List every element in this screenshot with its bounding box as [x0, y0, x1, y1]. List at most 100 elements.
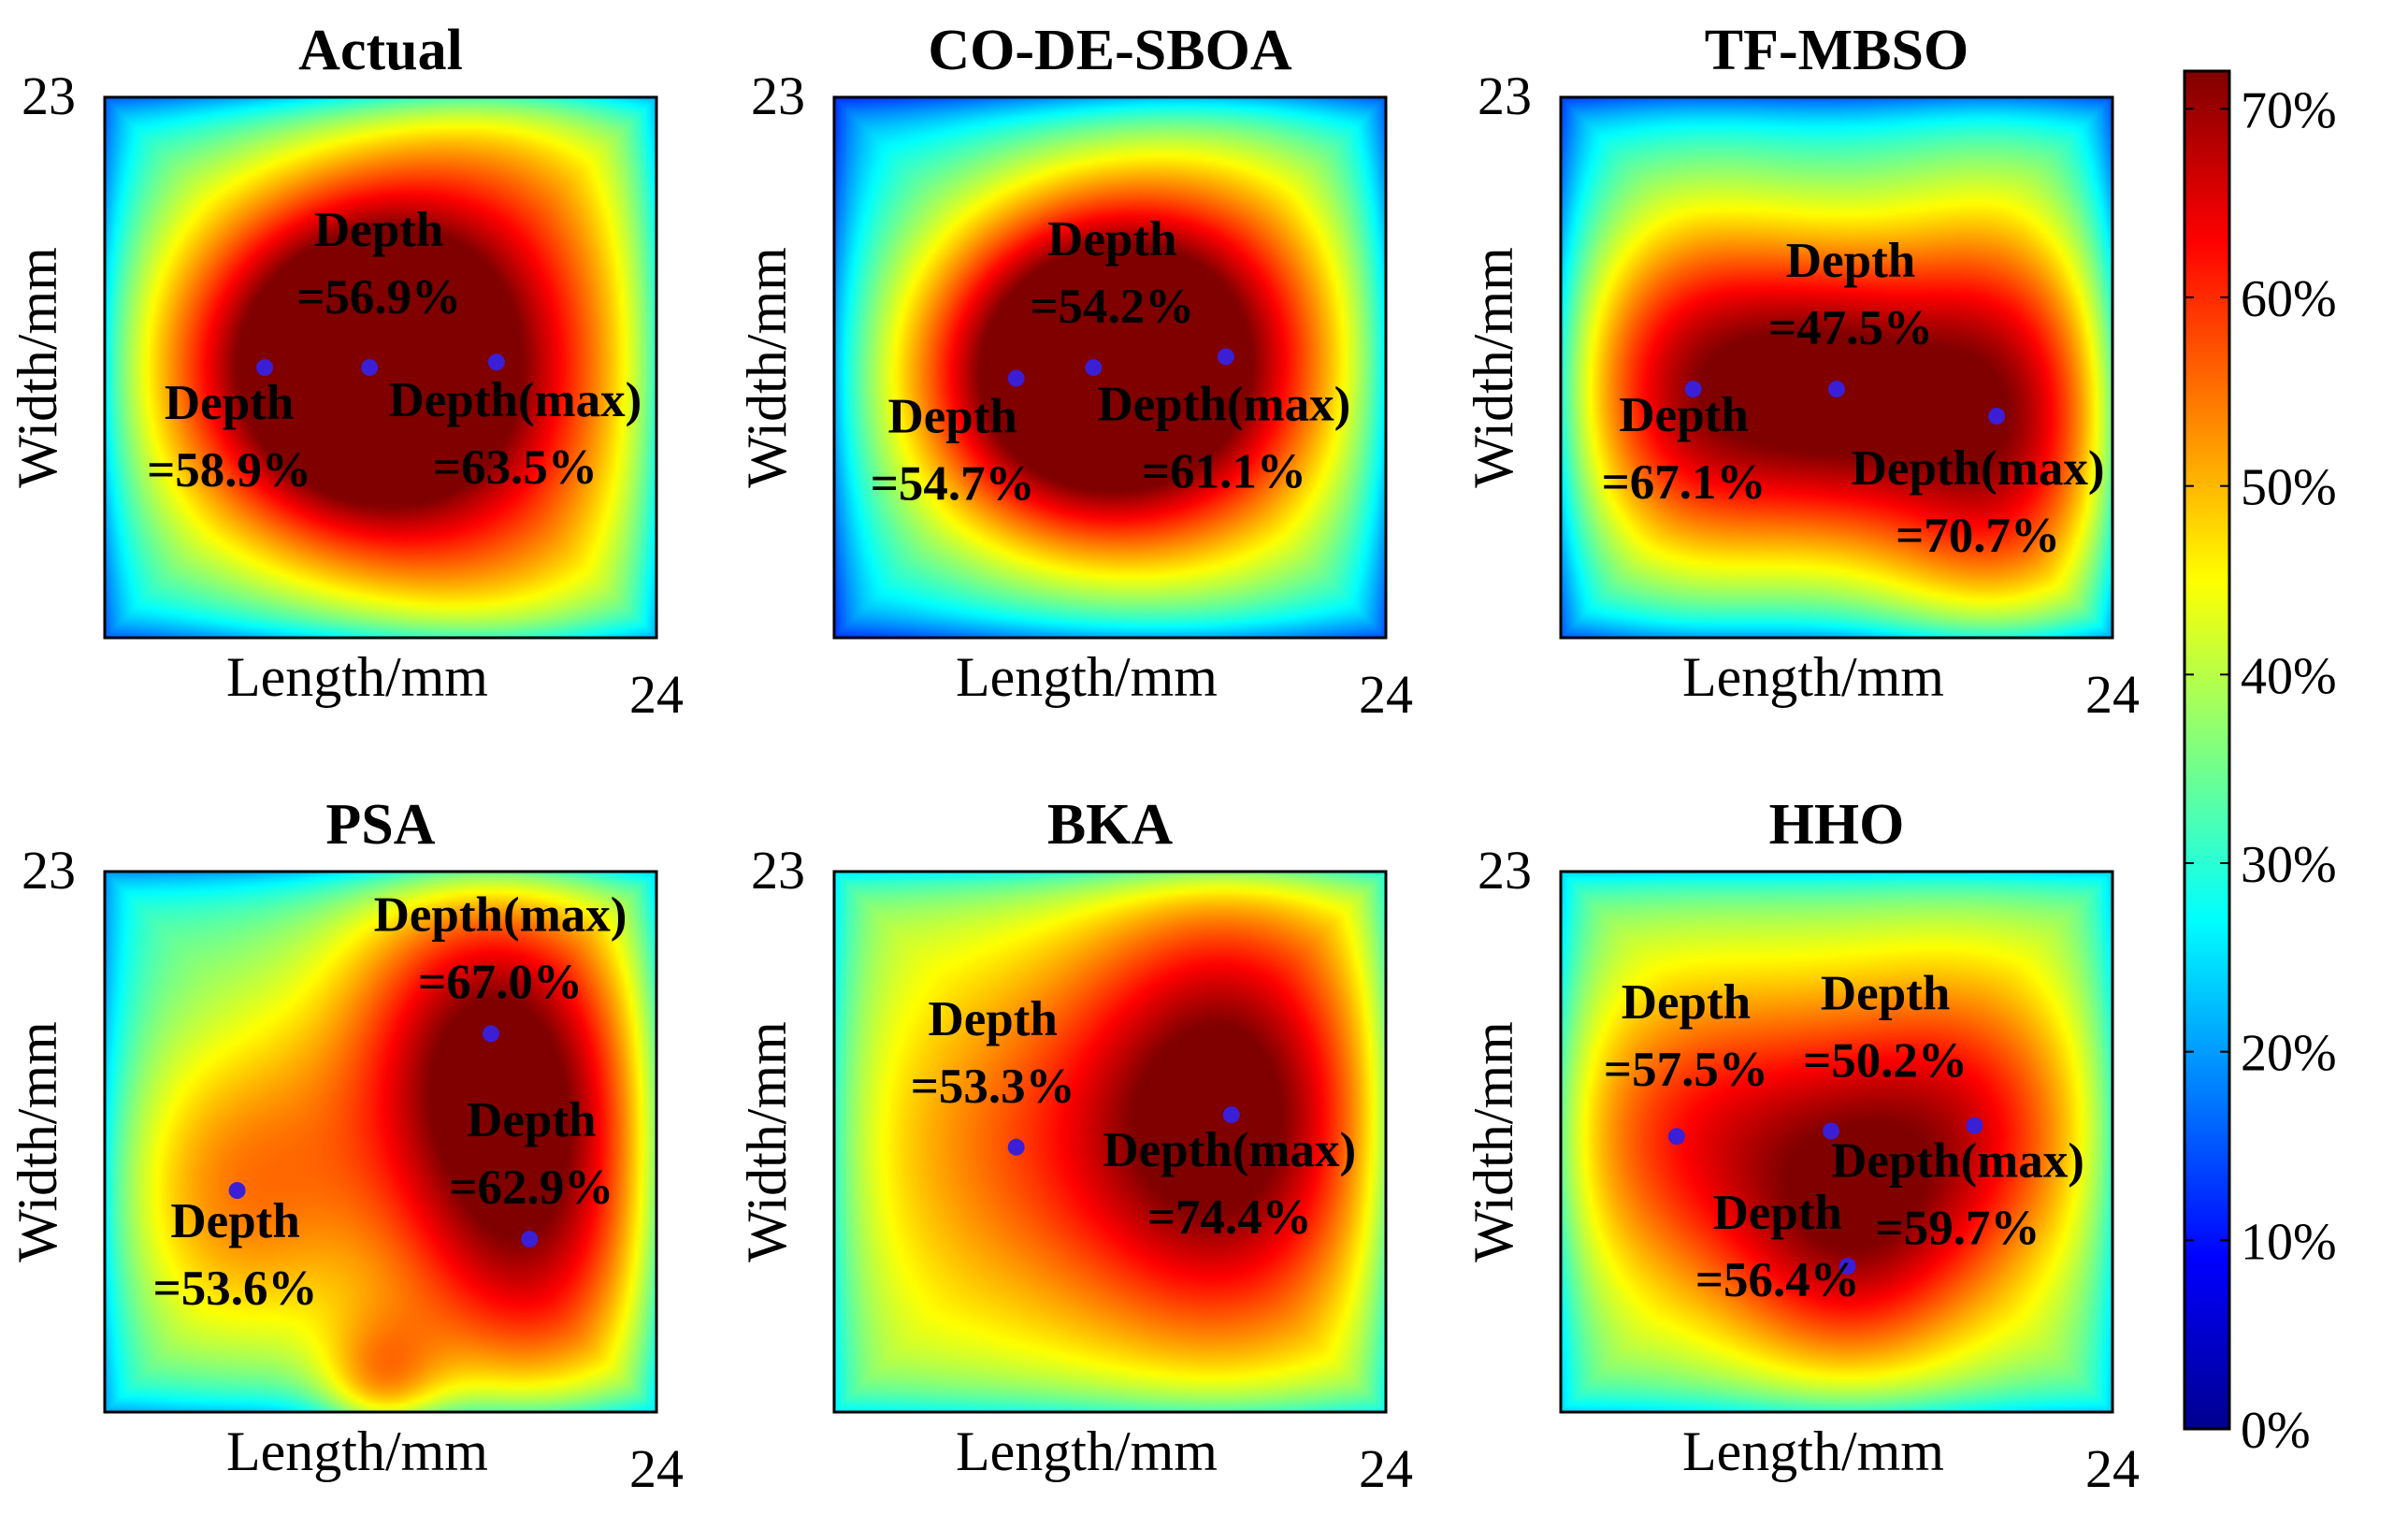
panel-title: TF-MBSO: [1705, 19, 1968, 82]
y-tick-label: 23: [751, 65, 805, 126]
depth-marker: [1828, 381, 1845, 398]
panel-4: PSA 23 24 Length/mm Width/mm Depth =53.6% Depth…: [7, 793, 684, 1499]
x-axis-label: Length/mm: [226, 646, 488, 708]
depth-marker: [1217, 348, 1234, 366]
heatmap-field: [1561, 97, 2112, 638]
heatmap-field: [1561, 872, 2112, 1412]
plot-frame: [1559, 870, 2114, 1414]
x-axis-label: Length/mm: [226, 1420, 488, 1482]
y-axis-label: Width/mm: [736, 247, 798, 488]
y-tick-label: 23: [22, 65, 76, 126]
x-axis-label: Length/mm: [1682, 1420, 1944, 1482]
depth-marker: [1085, 359, 1103, 376]
depth-marker: [1667, 1128, 1685, 1146]
depth-label: Depth(max): [374, 887, 627, 942]
x-tick-label: 24: [2085, 1438, 2140, 1499]
y-tick-label: 23: [751, 840, 805, 901]
depth-value: =56.4%: [1695, 1253, 1860, 1307]
depth-label: Depth: [467, 1093, 596, 1147]
colorbar-gradient: [2183, 69, 2231, 1431]
depth-label: Depth(max): [1097, 377, 1350, 431]
panel-3: TF-MBSO 23 24 Length/mm Width/mm Depth =67.1% D…: [1463, 19, 2140, 725]
heatmap-field: [834, 872, 1386, 1412]
depth-value: =56.9%: [296, 270, 461, 324]
depth-marker: [1988, 408, 2006, 425]
plot-frame: [832, 95, 1388, 640]
x-tick-label: 24: [2085, 664, 2140, 725]
plot-frame: [1559, 95, 2114, 640]
colorbar-tick-label: 70%: [2241, 81, 2337, 139]
heatmap-field: [105, 872, 656, 1412]
panel-title: BKA: [1047, 793, 1174, 857]
plot-frame: [832, 870, 1388, 1414]
panel-title: PSA: [325, 793, 435, 857]
plot-frame: [103, 870, 658, 1414]
depth-value: =47.5%: [1768, 301, 1933, 355]
panel-title: CO-DE-SBOA: [928, 19, 1291, 82]
depth-label: Depth: [887, 390, 1017, 444]
depth-label: Depth: [1786, 234, 1915, 288]
depth-marker: [1684, 381, 1702, 398]
depth-marker: [483, 1025, 499, 1043]
panel-title: Actual: [298, 19, 463, 82]
colorbar-tick-label: 60%: [2241, 270, 2337, 328]
colorbar-tick-label: 30%: [2241, 836, 2337, 894]
depth-value: =70.7%: [1896, 509, 2060, 563]
depth-label: Depth(max): [1831, 1134, 2084, 1189]
x-axis-label: Length/mm: [956, 1420, 1218, 1482]
depth-marker: [521, 1231, 539, 1248]
depth-value: =58.9%: [147, 443, 311, 497]
colorbar-tick-label: 0%: [2241, 1402, 2311, 1460]
colorbar-tick-label: 10%: [2241, 1213, 2337, 1271]
x-tick-label: 24: [1359, 1438, 1413, 1499]
depth-label: Depth(max): [388, 373, 642, 427]
depth-marker: [1007, 369, 1025, 387]
y-tick-label: 23: [1478, 840, 1532, 901]
depth-label: Depth: [165, 376, 294, 430]
depth-value: =53.6%: [153, 1262, 318, 1316]
depth-value: =62.9%: [449, 1161, 613, 1215]
y-axis-label: Width/mm: [736, 1021, 798, 1262]
panel-2: CO-DE-SBOA 23 24 Length/mm Width/mm Depth =54.…: [736, 19, 1413, 725]
y-axis-label: Width/mm: [1463, 1021, 1524, 1262]
panel-title: HHO: [1769, 793, 1905, 857]
depth-label: Depth(max): [1103, 1123, 1356, 1177]
depth-marker: [228, 1182, 246, 1200]
y-tick-label: 23: [22, 840, 76, 901]
depth-marker: [1838, 1257, 1856, 1275]
depth-label: Depth: [1713, 1186, 1842, 1240]
x-tick-label: 24: [629, 1438, 684, 1499]
depth-label: Depth: [314, 203, 443, 257]
depth-label: Depth: [1619, 388, 1748, 442]
depth-value: =74.4%: [1147, 1190, 1312, 1245]
y-tick-label: 23: [1478, 65, 1532, 126]
x-axis-label: Length/mm: [1682, 646, 1944, 708]
depth-value: =53.3%: [911, 1060, 1075, 1114]
heatmap-panels: Actual 23 24 Length/mm Width/mm Depth =58.9% De…: [7, 19, 2140, 1499]
colorbar: 0% 10% 20% 30% 40% 50% 60% 70%: [2183, 69, 2337, 1460]
colorbar-tick-label: 50%: [2241, 459, 2337, 517]
panel-6: HHO 23 24 Length/mm Width/mm Depth =57.5% Depth…: [1463, 793, 2140, 1499]
depth-label: Depth(max): [1852, 441, 2105, 496]
heatmap-field: [105, 97, 656, 638]
depth-value: =67.1%: [1602, 455, 1766, 510]
depth-marker: [361, 359, 379, 376]
depth-value: =61.1%: [1142, 444, 1306, 498]
depth-marker: [256, 359, 274, 376]
depth-marker: [1007, 1138, 1025, 1156]
y-axis-label: Width/mm: [1463, 247, 1524, 488]
depth-marker: [1823, 1122, 1840, 1140]
plot-frame: [103, 95, 658, 640]
depth-value: =67.0%: [418, 955, 583, 1009]
depth-label: Depth: [1047, 212, 1176, 267]
colorbar-tick-label: 40%: [2241, 647, 2337, 705]
depth-value: =54.2%: [1030, 280, 1194, 334]
heatmap-field: [834, 97, 1386, 638]
depth-label: Depth: [928, 992, 1057, 1046]
depth-label: Depth: [1622, 975, 1751, 1030]
depth-marker: [1222, 1106, 1240, 1124]
y-axis-label: Width/mm: [7, 1021, 68, 1262]
depth-value: =54.7%: [871, 457, 1035, 512]
depth-label: Depth: [170, 1194, 299, 1248]
